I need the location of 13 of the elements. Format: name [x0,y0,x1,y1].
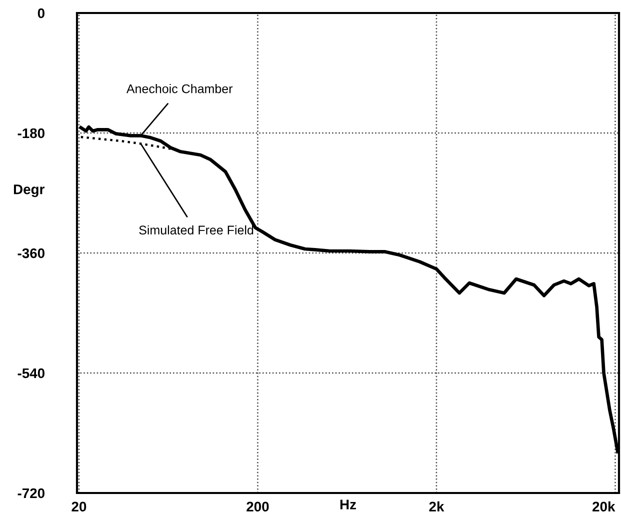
x-tick-label: 20k [592,501,616,512]
y-tick-label: -180 [18,128,44,138]
y-tick-label: 0 [38,8,44,18]
y-tick-label: -360 [18,248,44,258]
x-tick-label: 20 [72,502,86,512]
y-axis-title: Degr [14,184,44,198]
y-tick-label: -540 [18,368,44,378]
text: Simulated Free Field [139,225,254,235]
x-tick-label: 200 [246,502,269,512]
x-axis-title: Hz [340,500,356,510]
x-tick-label: 2k [429,501,444,512]
y-tick-label: -720 [18,488,44,498]
text: Anechoic Chamber [126,84,233,94]
